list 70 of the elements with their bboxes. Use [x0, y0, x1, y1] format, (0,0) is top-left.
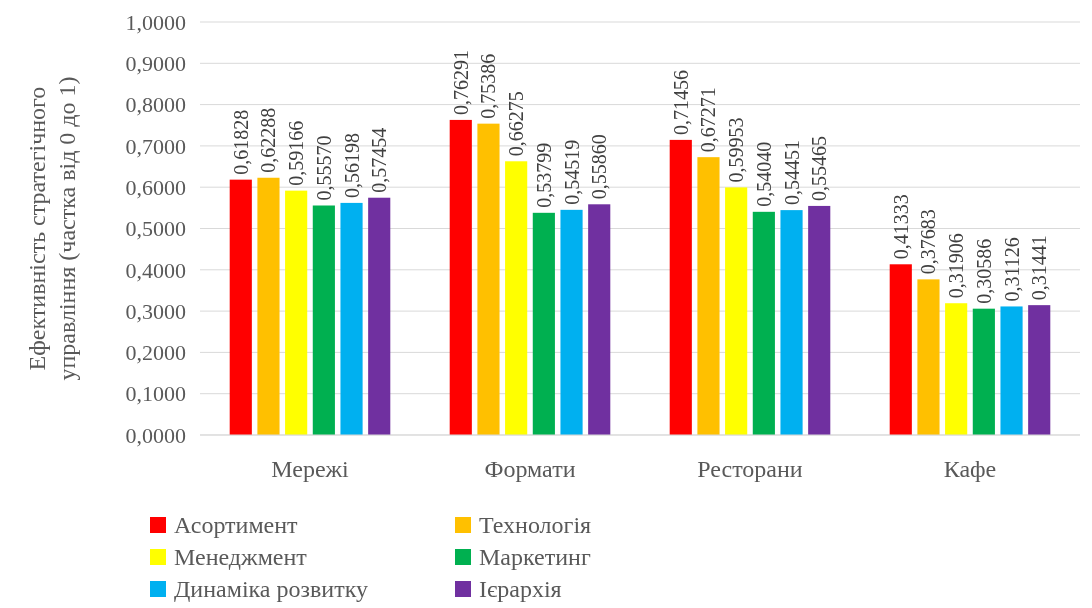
legend-label: Асортимент [174, 512, 299, 539]
y-tick-label: 0,1000 [125, 381, 186, 407]
data-label: 0,54451 [780, 140, 803, 206]
bar [780, 210, 803, 435]
legend-label: Ієрархія [479, 576, 562, 603]
y-tick-label: 0,9000 [125, 51, 186, 76]
bar [945, 303, 968, 435]
x-tick-label: Кафе [943, 456, 997, 482]
data-label: 0,55465 [808, 135, 831, 201]
data-label: 0,59953 [725, 117, 748, 183]
legend-label: Маркетинг [479, 544, 591, 571]
bar [312, 205, 335, 435]
data-label: 0,59166 [285, 120, 308, 186]
y-tick-label: 1,0000 [125, 9, 186, 35]
bar [532, 212, 555, 435]
bar [917, 279, 940, 435]
data-label: 0,75386 [477, 53, 500, 119]
bar [229, 179, 252, 435]
legend-label: Менеджмент [174, 544, 308, 571]
y-tick-label: 0,6000 [125, 174, 186, 200]
data-label: 0,55570 [312, 135, 335, 201]
data-label: 0,31441 [1028, 235, 1051, 301]
bar [725, 187, 748, 435]
data-label: 0,31906 [945, 233, 968, 299]
y-tick-label: 0,0000 [125, 422, 186, 448]
x-tick-label: Мережі [271, 456, 350, 482]
bar [1000, 306, 1023, 435]
x-tick-label: Ресторани [697, 456, 803, 482]
bar [588, 204, 611, 435]
bar [505, 161, 528, 435]
y-tick-label: 0,3000 [125, 298, 186, 324]
data-label: 0,54519 [560, 139, 583, 205]
x-tick-label: Формати [484, 456, 576, 482]
data-label: 0,56198 [340, 132, 363, 198]
data-label: 0,53799 [532, 142, 555, 208]
bar [449, 119, 472, 435]
bar [808, 205, 831, 435]
data-label: 0,67271 [697, 87, 720, 153]
data-label: 0,54040 [752, 141, 775, 207]
bar [972, 308, 995, 435]
bar [368, 197, 391, 435]
data-label: 0,61828 [229, 109, 252, 175]
bar [669, 139, 692, 435]
data-label: 0,55860 [588, 134, 611, 200]
data-label: 0,57454 [368, 127, 391, 193]
data-label: 0,41333 [889, 194, 912, 260]
legend-label: Динаміка розвитку [174, 576, 368, 603]
data-label: 0,66275 [505, 91, 528, 157]
data-label: 0,71456 [669, 69, 692, 135]
bar [697, 157, 720, 435]
data-label: 0,37683 [917, 209, 940, 275]
y-tick-label: 0,8000 [125, 92, 186, 118]
data-label: 0,62288 [257, 107, 280, 173]
y-tick-label: 0,5000 [125, 216, 186, 242]
y-tick-label: 0,4000 [125, 257, 186, 283]
y-axis-title: Ефективність стратегічного управління (частка від 0 до 1) [24, 76, 80, 381]
y-tick-label: 0,2000 [125, 340, 186, 366]
bar [1028, 305, 1051, 435]
bar [752, 211, 775, 435]
legend-label: Технологія [479, 512, 592, 539]
data-label: 0,76291 [449, 49, 472, 115]
bar [340, 202, 363, 435]
data-label: 0,31126 [1000, 237, 1023, 302]
data-label: 0,30586 [972, 238, 995, 304]
bar [477, 123, 500, 435]
bar [560, 209, 583, 435]
bar [257, 177, 280, 435]
bar [889, 264, 912, 435]
bar [285, 190, 308, 435]
y-tick-label: 0,7000 [125, 133, 186, 159]
